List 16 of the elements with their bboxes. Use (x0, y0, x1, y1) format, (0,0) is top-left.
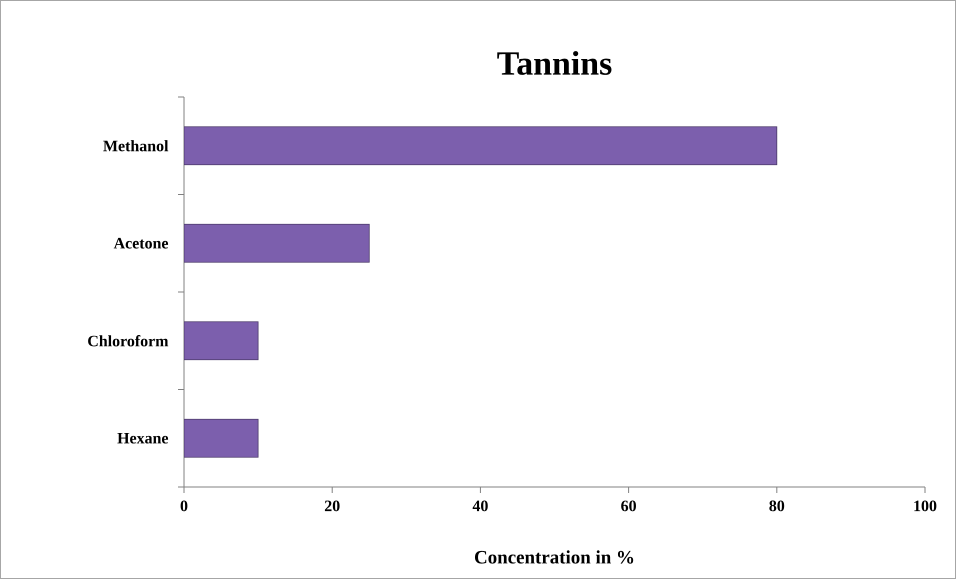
x-axis-title: Concentration in % (474, 550, 634, 564)
chart-title: Tannins (497, 51, 612, 75)
y-tick-label: Acetone (114, 238, 168, 249)
y-tick-label: Methanol (103, 140, 168, 152)
x-tick-label: 60 (621, 500, 636, 512)
x-tick-label: 40 (472, 500, 488, 512)
bar (184, 321, 259, 360)
x-tick-label: 20 (324, 500, 340, 512)
y-tick-label: Hexane (117, 432, 168, 444)
bar (184, 224, 370, 263)
x-tick-label: 80 (769, 500, 784, 512)
y-tick-label: Chloroform (88, 335, 168, 346)
bar (184, 126, 778, 166)
x-tick-label: 100 (914, 500, 936, 512)
x-tick-label: 0 (180, 500, 188, 512)
bar (184, 418, 259, 458)
